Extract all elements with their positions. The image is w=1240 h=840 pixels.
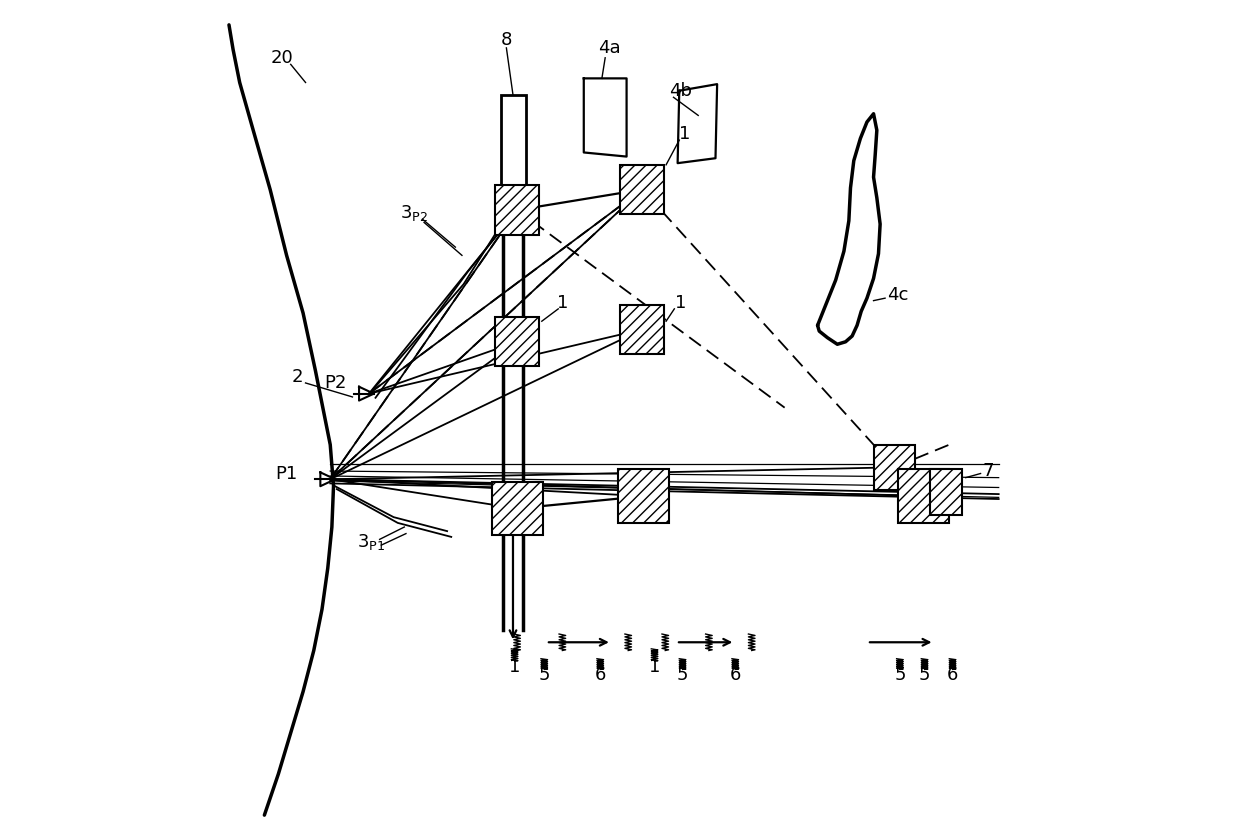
Text: 1: 1 <box>557 294 568 312</box>
Text: 8: 8 <box>501 31 512 49</box>
Text: 20: 20 <box>272 49 294 67</box>
Text: 5: 5 <box>894 666 905 685</box>
Text: 7: 7 <box>982 462 993 480</box>
Bar <box>501 95 526 186</box>
Bar <box>930 470 962 515</box>
Bar <box>619 470 670 522</box>
Bar <box>620 165 665 214</box>
Text: 4b: 4b <box>670 81 692 100</box>
Text: 1: 1 <box>508 658 521 676</box>
Text: 5: 5 <box>677 666 688 685</box>
Bar <box>495 317 539 366</box>
Text: 2: 2 <box>291 368 303 386</box>
Text: 6: 6 <box>947 666 959 685</box>
Text: 1: 1 <box>678 124 689 143</box>
Text: $\mathregular{3_{P1}}$: $\mathregular{3_{P1}}$ <box>357 532 386 552</box>
Text: 4c: 4c <box>888 286 909 304</box>
Bar <box>620 305 665 354</box>
Text: 1: 1 <box>676 294 687 312</box>
Text: 6: 6 <box>729 666 742 685</box>
Bar <box>491 481 543 535</box>
Bar <box>495 186 539 234</box>
Text: 5: 5 <box>538 666 551 685</box>
Text: P1: P1 <box>275 465 298 482</box>
Bar <box>873 444 915 490</box>
Text: P2: P2 <box>325 374 347 392</box>
Text: 5: 5 <box>919 666 930 685</box>
Text: 1: 1 <box>649 658 660 676</box>
Text: 6: 6 <box>594 666 606 685</box>
Bar <box>898 470 950 522</box>
Text: $\mathregular{3_{P2}}$: $\mathregular{3_{P2}}$ <box>401 202 428 223</box>
Text: 4a: 4a <box>598 39 620 57</box>
